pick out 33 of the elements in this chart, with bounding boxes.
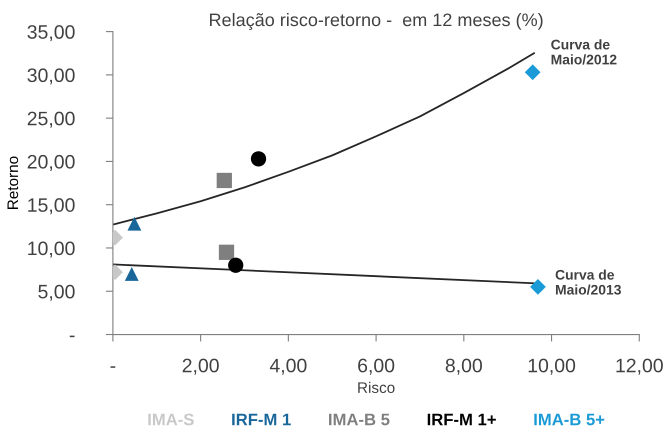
x-tick-label: 4,00 — [270, 358, 307, 375]
chart-title: Relação risco-retorno - em 12 meses (%) — [210, 12, 543, 30]
x-tick-label: 8,00 — [446, 358, 482, 375]
y-tick-label: 30,00 — [27, 68, 75, 84]
y-tick-label: 20,00 — [28, 154, 75, 171]
point — [250, 151, 266, 166]
point — [127, 216, 142, 231]
y-tick-label: 5,00 — [38, 284, 75, 301]
y-tick-label: 25,00 — [28, 112, 75, 128]
point — [530, 279, 546, 295]
x-tick-label: 2,00 — [182, 358, 219, 375]
point — [524, 64, 541, 80]
x-tick-label: 12,00 — [616, 358, 663, 375]
annotation: Curva de Maio/2012 — [551, 39, 616, 65]
y-tick-label: 15,00 — [28, 198, 75, 214]
annotation: Curva de Maio/2013 — [556, 270, 621, 295]
text: IMA-B 5 — [329, 414, 390, 426]
y-axis-title: Retorno — [8, 156, 18, 209]
text: IRF-M 1+ — [428, 414, 496, 426]
y-tick-label: 35,00 — [27, 25, 75, 42]
point — [124, 266, 139, 281]
y-tick-label: - — [70, 336, 75, 338]
point — [228, 258, 244, 273]
x-tick-label: 10,00 — [528, 358, 576, 375]
x-axis-title: Risco — [358, 382, 395, 394]
line-series — [112, 52, 535, 226]
x-tick-label: - — [110, 366, 116, 368]
text: IMA-B 5+ — [534, 414, 604, 426]
point — [216, 172, 232, 188]
point — [218, 244, 234, 260]
y-tick-label: 10,00 — [28, 241, 75, 258]
text: IRF-M 1 — [232, 414, 291, 426]
x-tick-label: 6,00 — [358, 358, 394, 375]
